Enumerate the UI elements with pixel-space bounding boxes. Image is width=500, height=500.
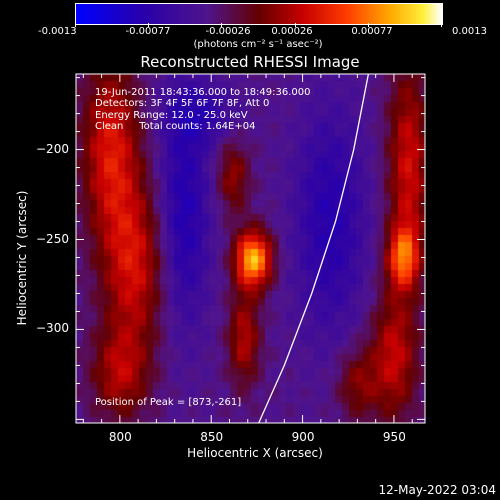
colorbar-tick — [441, 23, 442, 27]
chart-title: Reconstructed RHESSI Image — [140, 53, 360, 71]
x-tick-label: 850 — [200, 430, 224, 444]
colorbar-tick-label: -0.00026 — [205, 26, 251, 37]
colorbar-tick-label: 0.00026 — [271, 26, 313, 37]
colorbar-gradient — [76, 4, 442, 24]
footer-date: 12-May-2022 03:04 — [378, 483, 496, 497]
colorbar-tick — [221, 23, 222, 27]
x-tick-label: 800 — [108, 430, 132, 444]
colorbar-tick-label: 0.00077 — [351, 26, 393, 37]
colorbar-tick — [368, 23, 369, 27]
y-tick-label: −300 — [36, 321, 69, 336]
annotation-counts: Clean Total counts: 1.64E+04 — [95, 121, 256, 132]
colorbar-tick — [148, 23, 149, 27]
colorbar-tick-label: -0.0013 — [38, 26, 77, 37]
x-axis-label: Heliocentric X (arcsec) — [187, 446, 323, 460]
y-axis-label: Heliocentric Y (arcsec) — [15, 190, 29, 326]
colorbar-tick-label: -0.00077 — [125, 26, 171, 37]
plot-frame — [75, 73, 426, 424]
annotation-detectors: Detectors: 3F 4F 5F 6F 7F 8F, Att 0 — [95, 98, 270, 109]
annotation-time: 19-Jun-2011 18:43:36.000 to 18:49:36.000 — [95, 87, 311, 98]
x-tick-label: 900 — [291, 430, 315, 444]
y-tick-label: −250 — [36, 231, 69, 246]
colorbar — [75, 3, 443, 25]
colorbar-tick — [75, 23, 76, 27]
heatmap-image — [76, 74, 425, 423]
colorbar-tick-label: 0.0013 — [452, 26, 487, 37]
colorbar-tick — [295, 23, 296, 27]
annotation-energy: Energy Range: 12.0 - 25.0 keV — [95, 110, 248, 121]
y-tick-label: −200 — [36, 141, 69, 156]
x-tick-label: 950 — [382, 430, 406, 444]
solar-limb-line — [258, 73, 370, 424]
axis-ticks — [76, 74, 425, 423]
peak-position-label: Position of Peak = [873,-261] — [95, 397, 242, 408]
colorbar-unit-label: (photons cm⁻² s⁻¹ asec⁻²) — [193, 39, 323, 50]
